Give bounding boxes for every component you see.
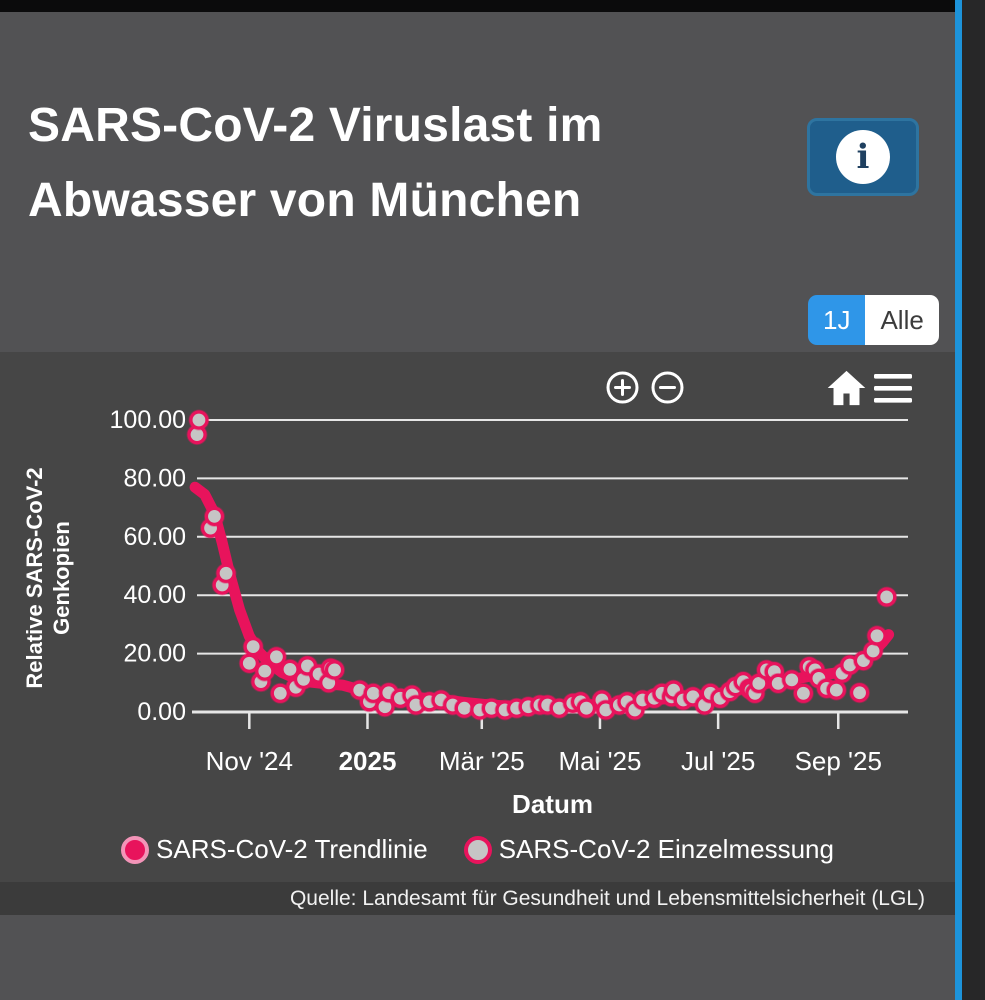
x-axis-title: Datum [512, 789, 593, 819]
legend-item-einzelmessung[interactable]: SARS-CoV-2 Einzelmessung [463, 834, 834, 865]
zoom-out-button[interactable] [650, 370, 685, 405]
data-point [793, 683, 813, 703]
side-accent-stripe [955, 0, 962, 1000]
y-axis-tick-labels: 0.00 20.00 40.00 60.00 80.00 100.00 [110, 406, 186, 726]
svg-text:Sep '25: Sep '25 [795, 746, 882, 776]
data-point [877, 587, 897, 607]
y-axis-title-line: Relative SARS-CoV-2 [22, 467, 47, 688]
minus-circle-icon [651, 371, 684, 404]
zoom-in-button[interactable] [605, 370, 640, 405]
data-point [204, 506, 225, 526]
data-point [782, 670, 802, 690]
hamburger-icon [874, 374, 912, 403]
legend-item-trendlinie[interactable]: SARS-CoV-2 Trendlinie [121, 834, 428, 865]
chart-legend: SARS-CoV-2 Trendlinie SARS-CoV-2 Einzelm… [0, 834, 955, 865]
axis-titles: Datum Relative SARS-CoV-2 Genkopien [22, 467, 593, 819]
plus-circle-icon [606, 371, 639, 404]
data-point [243, 636, 263, 657]
data-point [270, 683, 290, 703]
svg-text:Nov '24: Nov '24 [206, 746, 293, 776]
page-title: SARS-CoV-2 Viruslast im Abwasser von Mün… [28, 99, 603, 227]
data-point [266, 647, 287, 667]
svg-text:20.00: 20.00 [123, 640, 186, 668]
info-icon: i [836, 130, 890, 184]
scatter-series[interactable] [186, 409, 898, 721]
range-button-1j[interactable]: 1J [808, 295, 866, 345]
home-icon [827, 370, 866, 406]
svg-text:100.00: 100.00 [110, 406, 186, 434]
svg-text:80.00: 80.00 [123, 464, 186, 492]
data-point [255, 661, 275, 681]
y-axis-title-line: Genkopien [49, 521, 74, 635]
home-button[interactable] [826, 369, 867, 407]
trendline-marker-icon [121, 835, 150, 864]
data-point [826, 680, 846, 700]
range-selector: 1J Alle [808, 295, 939, 345]
data-point [216, 563, 236, 583]
grid-lines [192, 419, 908, 714]
svg-text:2025: 2025 [339, 746, 397, 776]
svg-text:Mai '25: Mai '25 [558, 746, 641, 776]
top-bar [0, 0, 955, 12]
data-point [867, 626, 887, 646]
data-point [189, 410, 209, 430]
source-band: Quelle: Landesamt für Gesundheit und Leb… [0, 882, 955, 915]
x-axis-ticks: Nov '24 2025 Mär '25 Mai '25 Jul '25 Sep '25 [206, 712, 882, 776]
data-point [576, 698, 597, 718]
range-button-alle[interactable]: Alle [865, 295, 939, 345]
legend-label-einzelmessung: SARS-CoV-2 Einzelmessung [498, 834, 834, 864]
menu-button[interactable] [874, 374, 912, 403]
svg-text:0.00: 0.00 [137, 698, 186, 726]
svg-text:Mär '25: Mär '25 [439, 746, 525, 776]
chart-panel: 0.00 20.00 40.00 60.00 80.00 100.00 Nov '24 202… [0, 352, 955, 915]
page: SARS-CoV-2 Viruslast im Abwasser von Mün… [0, 0, 955, 1000]
info-button[interactable]: i [807, 118, 919, 196]
info-glyph: i [856, 137, 870, 177]
svg-text:Jul '25: Jul '25 [681, 746, 755, 776]
data-point [280, 659, 300, 679]
svg-text:60.00: 60.00 [123, 523, 186, 551]
data-point [324, 660, 345, 680]
legend-label-trendlinie: SARS-CoV-2 Trendlinie [156, 834, 428, 864]
source-text: Quelle: Landesamt für Gesundheit und Leb… [289, 886, 925, 910]
svg-text:40.00: 40.00 [123, 581, 186, 609]
data-point [849, 683, 870, 703]
chart-plot[interactable]: 0.00 20.00 40.00 60.00 80.00 100.00 Nov '24 202… [0, 352, 955, 915]
einzelmessung-marker-icon [463, 835, 492, 864]
